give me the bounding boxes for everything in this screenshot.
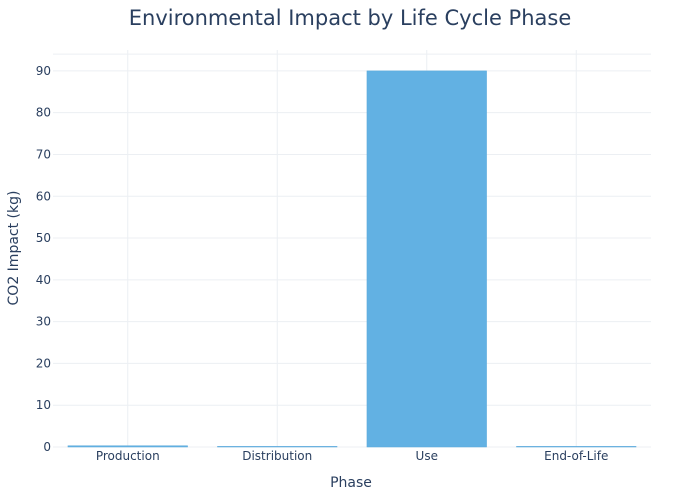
x-axis-title: Phase bbox=[330, 475, 372, 491]
y-tick-label: 30 bbox=[36, 315, 51, 329]
y-tick-label: 70 bbox=[36, 147, 51, 161]
x-axis-ticks: Production Distribution Use End-of-Life bbox=[96, 449, 609, 463]
y-tick-label: 50 bbox=[36, 231, 51, 245]
bar-end-of-life bbox=[516, 446, 637, 448]
y-axis-title: CO2 Impact (kg) bbox=[6, 191, 22, 306]
y-axis-ticks: 0 10 20 30 40 50 60 70 80 90 bbox=[36, 64, 51, 454]
bar-production bbox=[67, 445, 188, 448]
x-tick-label: Distribution bbox=[242, 449, 312, 463]
y-tick-label: 20 bbox=[36, 356, 51, 370]
y-tick-label: 60 bbox=[36, 189, 51, 203]
y-tick-label: 0 bbox=[43, 440, 51, 454]
bars bbox=[67, 70, 637, 448]
x-tick-label: Use bbox=[416, 449, 438, 463]
bar-distribution bbox=[217, 446, 338, 448]
y-tick-label: 90 bbox=[36, 64, 51, 78]
y-tick-label: 10 bbox=[36, 398, 51, 412]
chart-title: Environmental Impact by Life Cycle Phase bbox=[129, 6, 572, 30]
x-tick-label: Production bbox=[96, 449, 160, 463]
x-tick-label: End-of-Life bbox=[544, 449, 608, 463]
bar-use bbox=[366, 70, 487, 448]
y-tick-label: 80 bbox=[36, 106, 51, 120]
y-tick-label: 40 bbox=[36, 273, 51, 287]
